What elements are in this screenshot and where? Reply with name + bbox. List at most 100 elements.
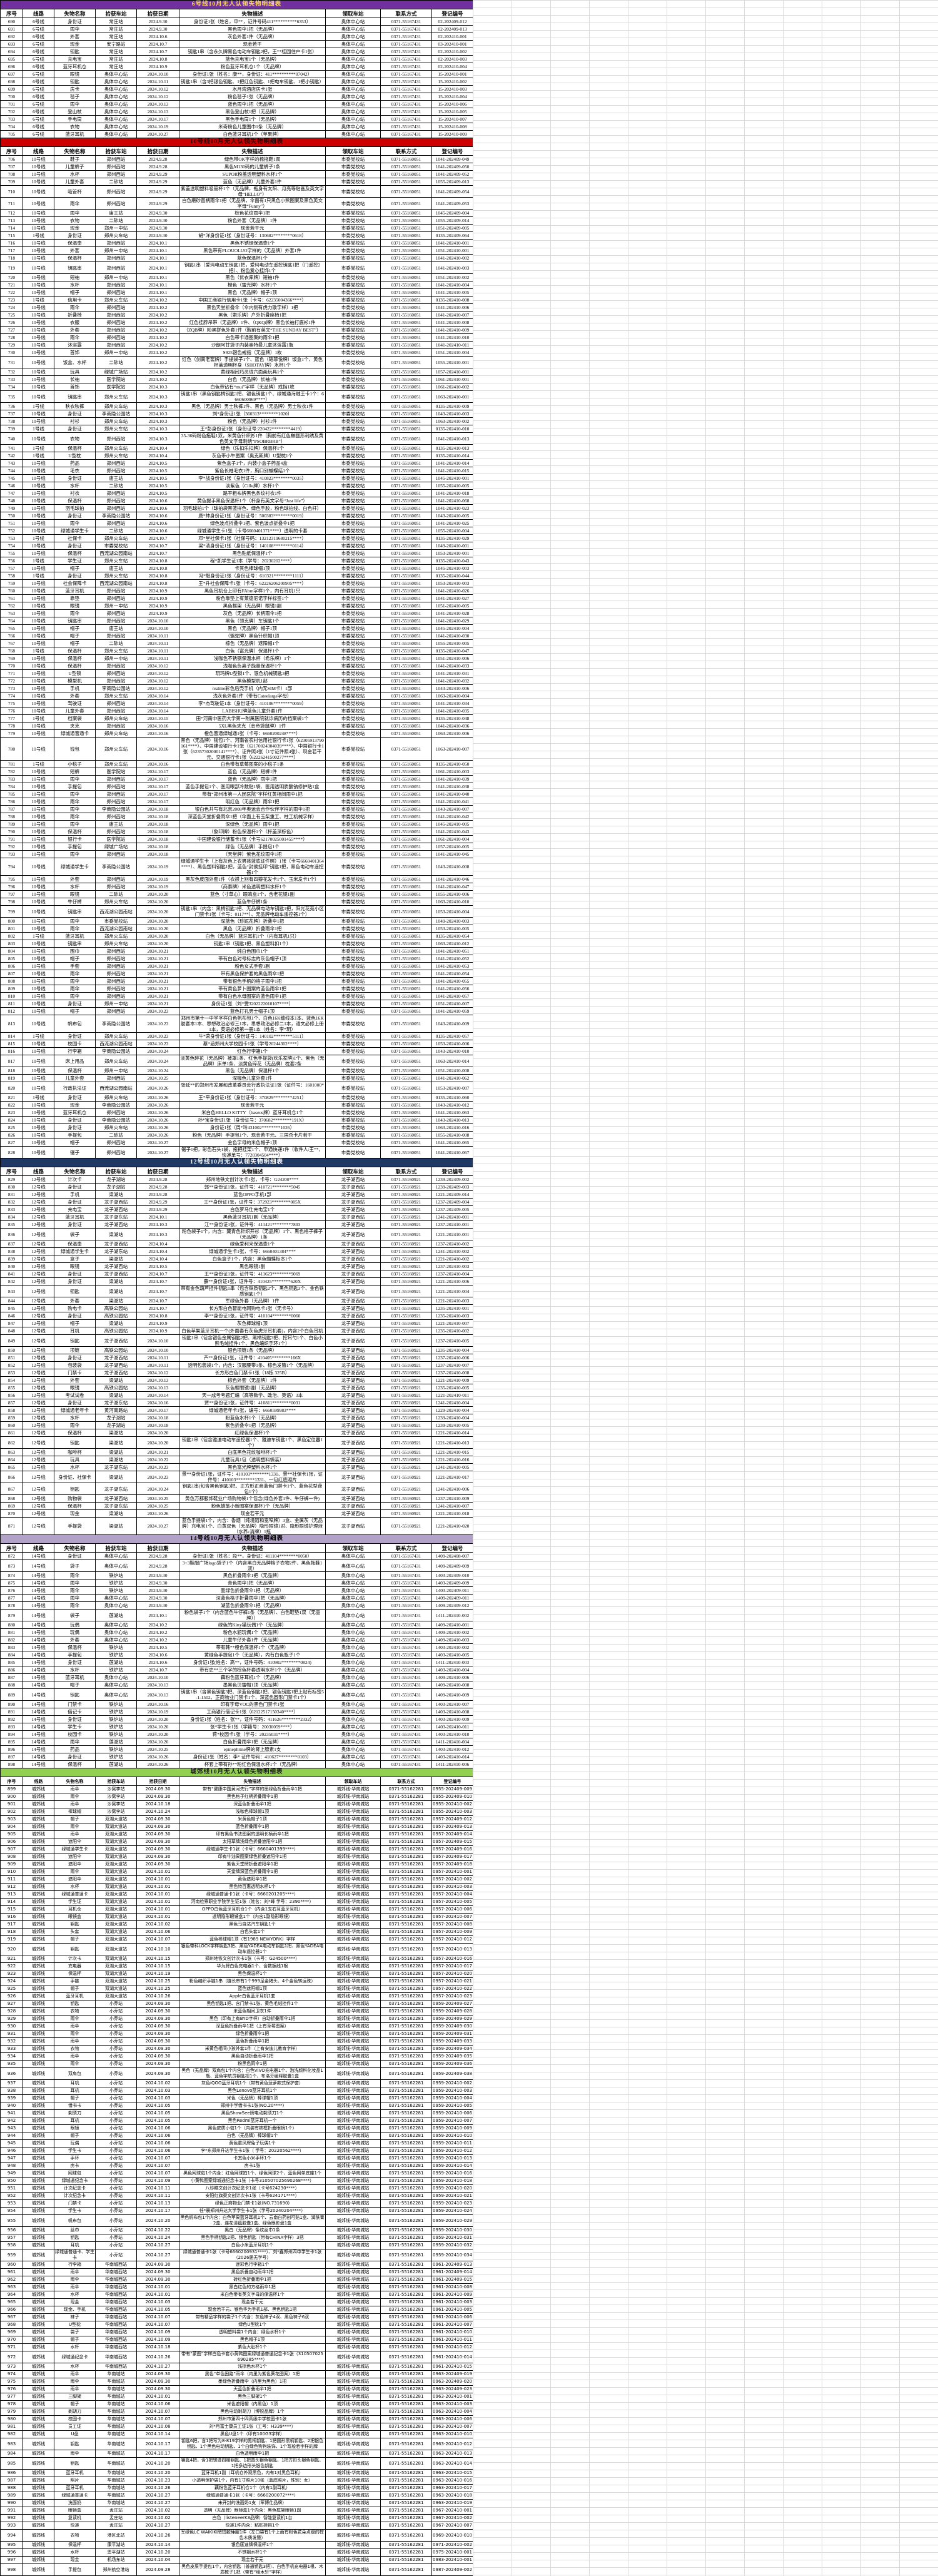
col-regno: 1041-202409-054 [431, 185, 474, 198]
col-contact: 0371-55160051 [380, 594, 432, 602]
col-desc: 王*升社会保障卡1张（卡号：62226206200905****） [179, 579, 326, 587]
col-desc: 李*东郑州升达学生卡1张（ 学号：20220562****） [179, 2147, 326, 2155]
col-contact: 0371-55160051 [380, 677, 432, 685]
col-station: 西流湖公园南站 [95, 925, 137, 933]
table-row: 961 城郊线 雨伞 华南城西站 2024.09.30 黑色折叠自动雨伞1把 城郊线-华南城… [0, 2268, 474, 2276]
table-row: 775 10号线 驾驶证 郑州西站 2024.10.14 李*杰驾驶证1本（身份证号：41… [0, 699, 474, 707]
col-contact: 0371-55160921 [380, 1376, 432, 1384]
col-desc: 白底黑色花纹咖啡杯1个 [179, 1448, 326, 1456]
col-no: 702 [0, 108, 23, 116]
col-date: 2024.10.01 [136, 1913, 179, 1921]
col-no: 747 [0, 489, 23, 497]
table-row: 905 城郊线 雨伞 双湖大道站 2024.09.30 印有黑色书法图案的透明长柄雨伞1把… [0, 1830, 474, 1838]
col-station: 郑州西站 [95, 1074, 137, 1082]
col-date: 2024.10.25 [136, 1977, 179, 1985]
col-item: 眼镜 [54, 890, 96, 898]
table-row: 804 10号线 围巾 郑州西站 2024.10.21 纯白色围巾1个 市委党校站 0371-… [0, 947, 474, 955]
col-regno: 1041-202410-033 [431, 662, 474, 670]
table-row: 777 1号线 档案袋 郑州火车站 2024.10.15 田*河南中医药大学第一附属医院就… [0, 714, 474, 723]
col-regno: 0969-202410-010 [431, 2529, 474, 2542]
table-row: 772 10号线 模型机 郑州西站 2024.10.12 黑色模型机1部 市委党校站 0371… [0, 677, 474, 685]
col-date: 2024.10.23 [136, 1007, 179, 1015]
col-regno: 0135-202410-043 [431, 557, 474, 565]
col-line: 10号线 [23, 883, 54, 891]
col-pickup: 市委党校站 [325, 542, 381, 550]
col-line: 12号线 [23, 1198, 54, 1206]
col-pickup: 城郊线-华南城站 [325, 2298, 381, 2306]
col-station: 西流湖公园南站 [95, 1040, 137, 1048]
col-regno: 1241-202410-007 [431, 1502, 474, 1510]
col-no: 767 [0, 639, 23, 647]
col-line: 10号线 [23, 790, 54, 798]
col-line: 10号线 [23, 925, 54, 933]
col-no: 842 [0, 1277, 23, 1285]
col-no: 810 [0, 992, 23, 1000]
col-station: 梁湖站 [95, 1471, 137, 1483]
col-date: 2024.10.7 [136, 48, 179, 56]
col-no: 793 [0, 850, 23, 858]
col-pickup: 奥体中心站 [325, 18, 381, 26]
col-station: 龙子湖西站 [95, 1354, 137, 1362]
col-pickup: 龙子湖西站 [325, 1262, 381, 1270]
col-regno: 1061-202410-002 [431, 383, 474, 391]
col-line: 城郊线 [23, 2030, 54, 2038]
col-pickup: 市委党校站 [325, 1074, 381, 1082]
col-line: 10号线 [23, 813, 54, 821]
col-station: 二砂站 [95, 527, 137, 535]
col-station: 庙王站 [95, 564, 137, 572]
col-no: 696 [0, 63, 23, 71]
col-no: 803 [0, 940, 23, 948]
col-no: 891 [0, 1708, 23, 1716]
col-regno: 15-202410-002 [431, 78, 474, 86]
col-station: 郑州西站 [95, 197, 137, 210]
col-line: 10号线 [23, 579, 54, 587]
col-regno: 0959-202410-004 [431, 2094, 474, 2102]
col-regno: 0959-202409-034 [431, 2045, 474, 2053]
col-contact: 0371-55160051 [380, 281, 432, 289]
col-no: 717 [0, 246, 23, 255]
col-station: 铁炉站 [95, 1571, 137, 1580]
col-station: 孟庄站 [95, 2522, 137, 2530]
table-row: 921 城郊线 计次卡 双湖大道站 2024.10.15 郑州地铁文创计次卡1张（卡号：G… [0, 1955, 474, 1963]
col-date: 2024.10.20 [136, 1715, 179, 1723]
column-header-col-contact: 联系方式 [380, 1777, 432, 1786]
col-station: 龙子湖东站 [95, 1399, 137, 1407]
col-date: 2024.09.30 [136, 2067, 179, 2080]
col-date: 2024.10.13 [136, 1688, 179, 1701]
col-line: 1号线 [23, 714, 54, 723]
col-station: 奥体中心站 [95, 108, 137, 116]
col-station: 小乔站 [95, 2154, 137, 2163]
col-pickup: 城郊线-华南城站 [325, 2336, 381, 2344]
col-desc: 紫色大肚杯1个 [179, 2343, 326, 2351]
col-regno: 0135-202410-057 [431, 1032, 474, 1040]
col-station: 常庄站 [95, 55, 137, 63]
table-row: 964 城郊线 水杯 华南城西站 2024.10.01 米白色带有英文字母的保温杯1个 城郊… [0, 2291, 474, 2299]
col-item: 水杯 [54, 1666, 96, 1674]
col-pickup: 市委党校站 [325, 170, 381, 178]
col-item: 雨伞 [54, 2022, 96, 2031]
col-station: 李商隐公园站 [95, 512, 137, 520]
table-row: 738 10号线 衬衫 郑州火车站 2024.10.3 粉色（无品牌）衬衫1件 市委党校站 0… [0, 417, 474, 425]
col-pickup: 城郊线-华南城站 [325, 2408, 381, 2416]
col-desc: 白色罗马仕充电宝1个 [179, 1205, 326, 1214]
col-date: 2024.10.1 [136, 246, 179, 255]
col-item: 外套 [54, 1636, 96, 1644]
col-date: 2024.10.18 [136, 828, 179, 836]
col-contact: 0371-55160051 [380, 326, 432, 334]
col-no: 727 [0, 326, 23, 334]
col-no: 757 [0, 564, 23, 572]
col-desc: 李**身份证1张，证件号：410104********0060 [179, 1312, 326, 1320]
col-desc: 黑色网球包1个内含：红色网球拍1个、绿色网球2个、蓝色网单底座1个 [179, 2169, 326, 2178]
col-item: 雨伞 [54, 1594, 96, 1602]
col-item: 洗面奶 [54, 2499, 96, 2507]
col-pickup: 城郊线-华南城站 [325, 2015, 381, 2023]
col-line: 城郊线 [23, 1845, 54, 1853]
col-station: 郑州西站 [95, 632, 137, 640]
col-pickup: 市委党校站 [325, 1093, 381, 1102]
col-no: 914 [0, 1898, 23, 1906]
col-line: 城郊线 [23, 2499, 54, 2507]
col-regno: 1237-202410-001 [431, 1220, 474, 1229]
col-date: 2024.9.30 [136, 1579, 179, 1587]
col-regno: 0959-202410-023 [431, 2199, 474, 2208]
table-row: 982 城郊线 U盘 华南城站 2024.10.14 黑色U盘1个（印有100G3字样）城… [0, 2430, 474, 2438]
